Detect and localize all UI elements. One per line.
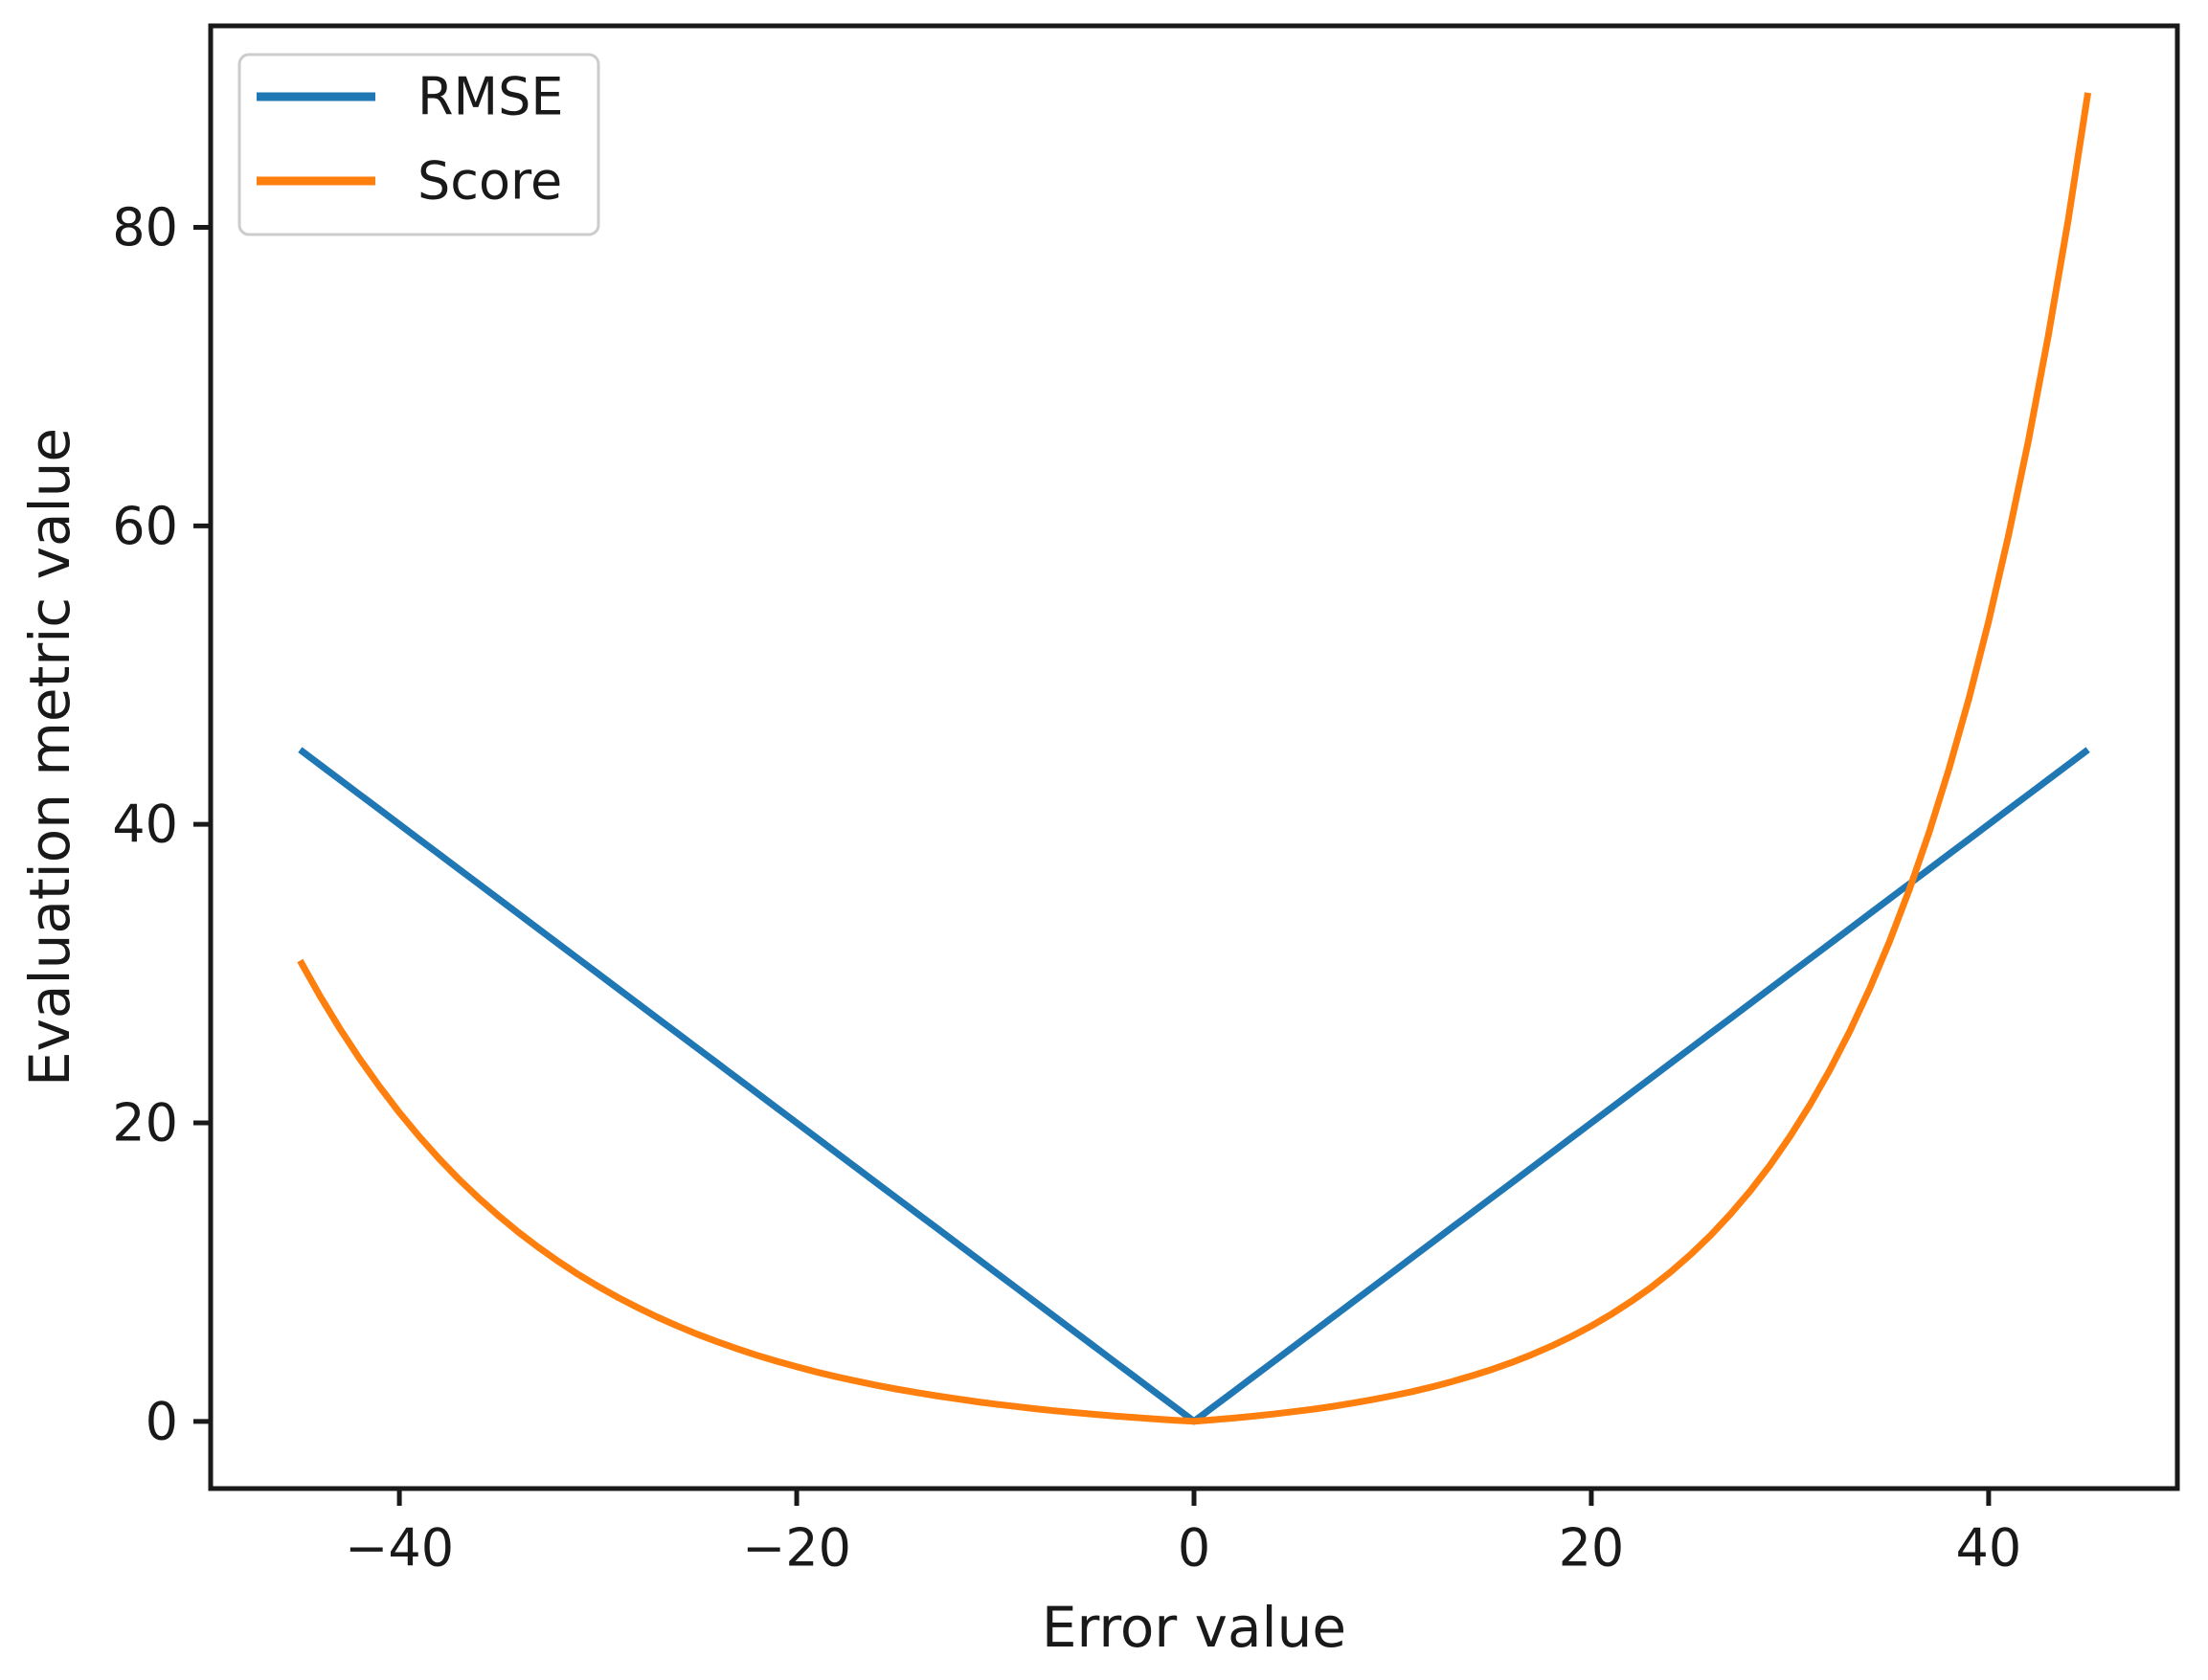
x-ticks: −40 −20 0 20 40 bbox=[345, 1489, 2021, 1579]
y-tick-label: 20 bbox=[112, 1093, 178, 1154]
legend: RMSE Score bbox=[237, 53, 600, 236]
y-axis: 0 20 40 60 80 Evaluation metric value bbox=[17, 197, 211, 1451]
series-lines bbox=[297, 92, 2092, 1425]
x-tick-label: 40 bbox=[1956, 1518, 2022, 1579]
x-axis: −40 −20 0 20 40 Error value bbox=[345, 1489, 2021, 1660]
x-tick-label: 0 bbox=[1178, 1518, 1210, 1579]
series-line-score bbox=[297, 92, 2092, 1425]
y-ticks: 0 20 40 60 80 bbox=[112, 197, 211, 1451]
x-tick-label: 20 bbox=[1559, 1518, 1625, 1579]
y-tick-label: 60 bbox=[112, 496, 178, 556]
y-tick-label: 0 bbox=[146, 1391, 178, 1451]
y-tick-label: 80 bbox=[112, 197, 178, 258]
x-tick-label: −20 bbox=[742, 1518, 851, 1579]
x-axis-label: Error value bbox=[1042, 1595, 1346, 1660]
y-tick-label: 40 bbox=[112, 795, 178, 855]
x-tick-label: −40 bbox=[345, 1518, 454, 1579]
legend-label-score: Score bbox=[417, 151, 562, 212]
plot-border bbox=[208, 23, 2180, 1491]
y-axis-label: Evaluation metric value bbox=[17, 428, 82, 1086]
legend-entry-score: Score bbox=[257, 151, 562, 212]
legend-label-rmse: RMSE bbox=[417, 67, 564, 127]
legend-entry-rmse: RMSE bbox=[257, 67, 564, 127]
